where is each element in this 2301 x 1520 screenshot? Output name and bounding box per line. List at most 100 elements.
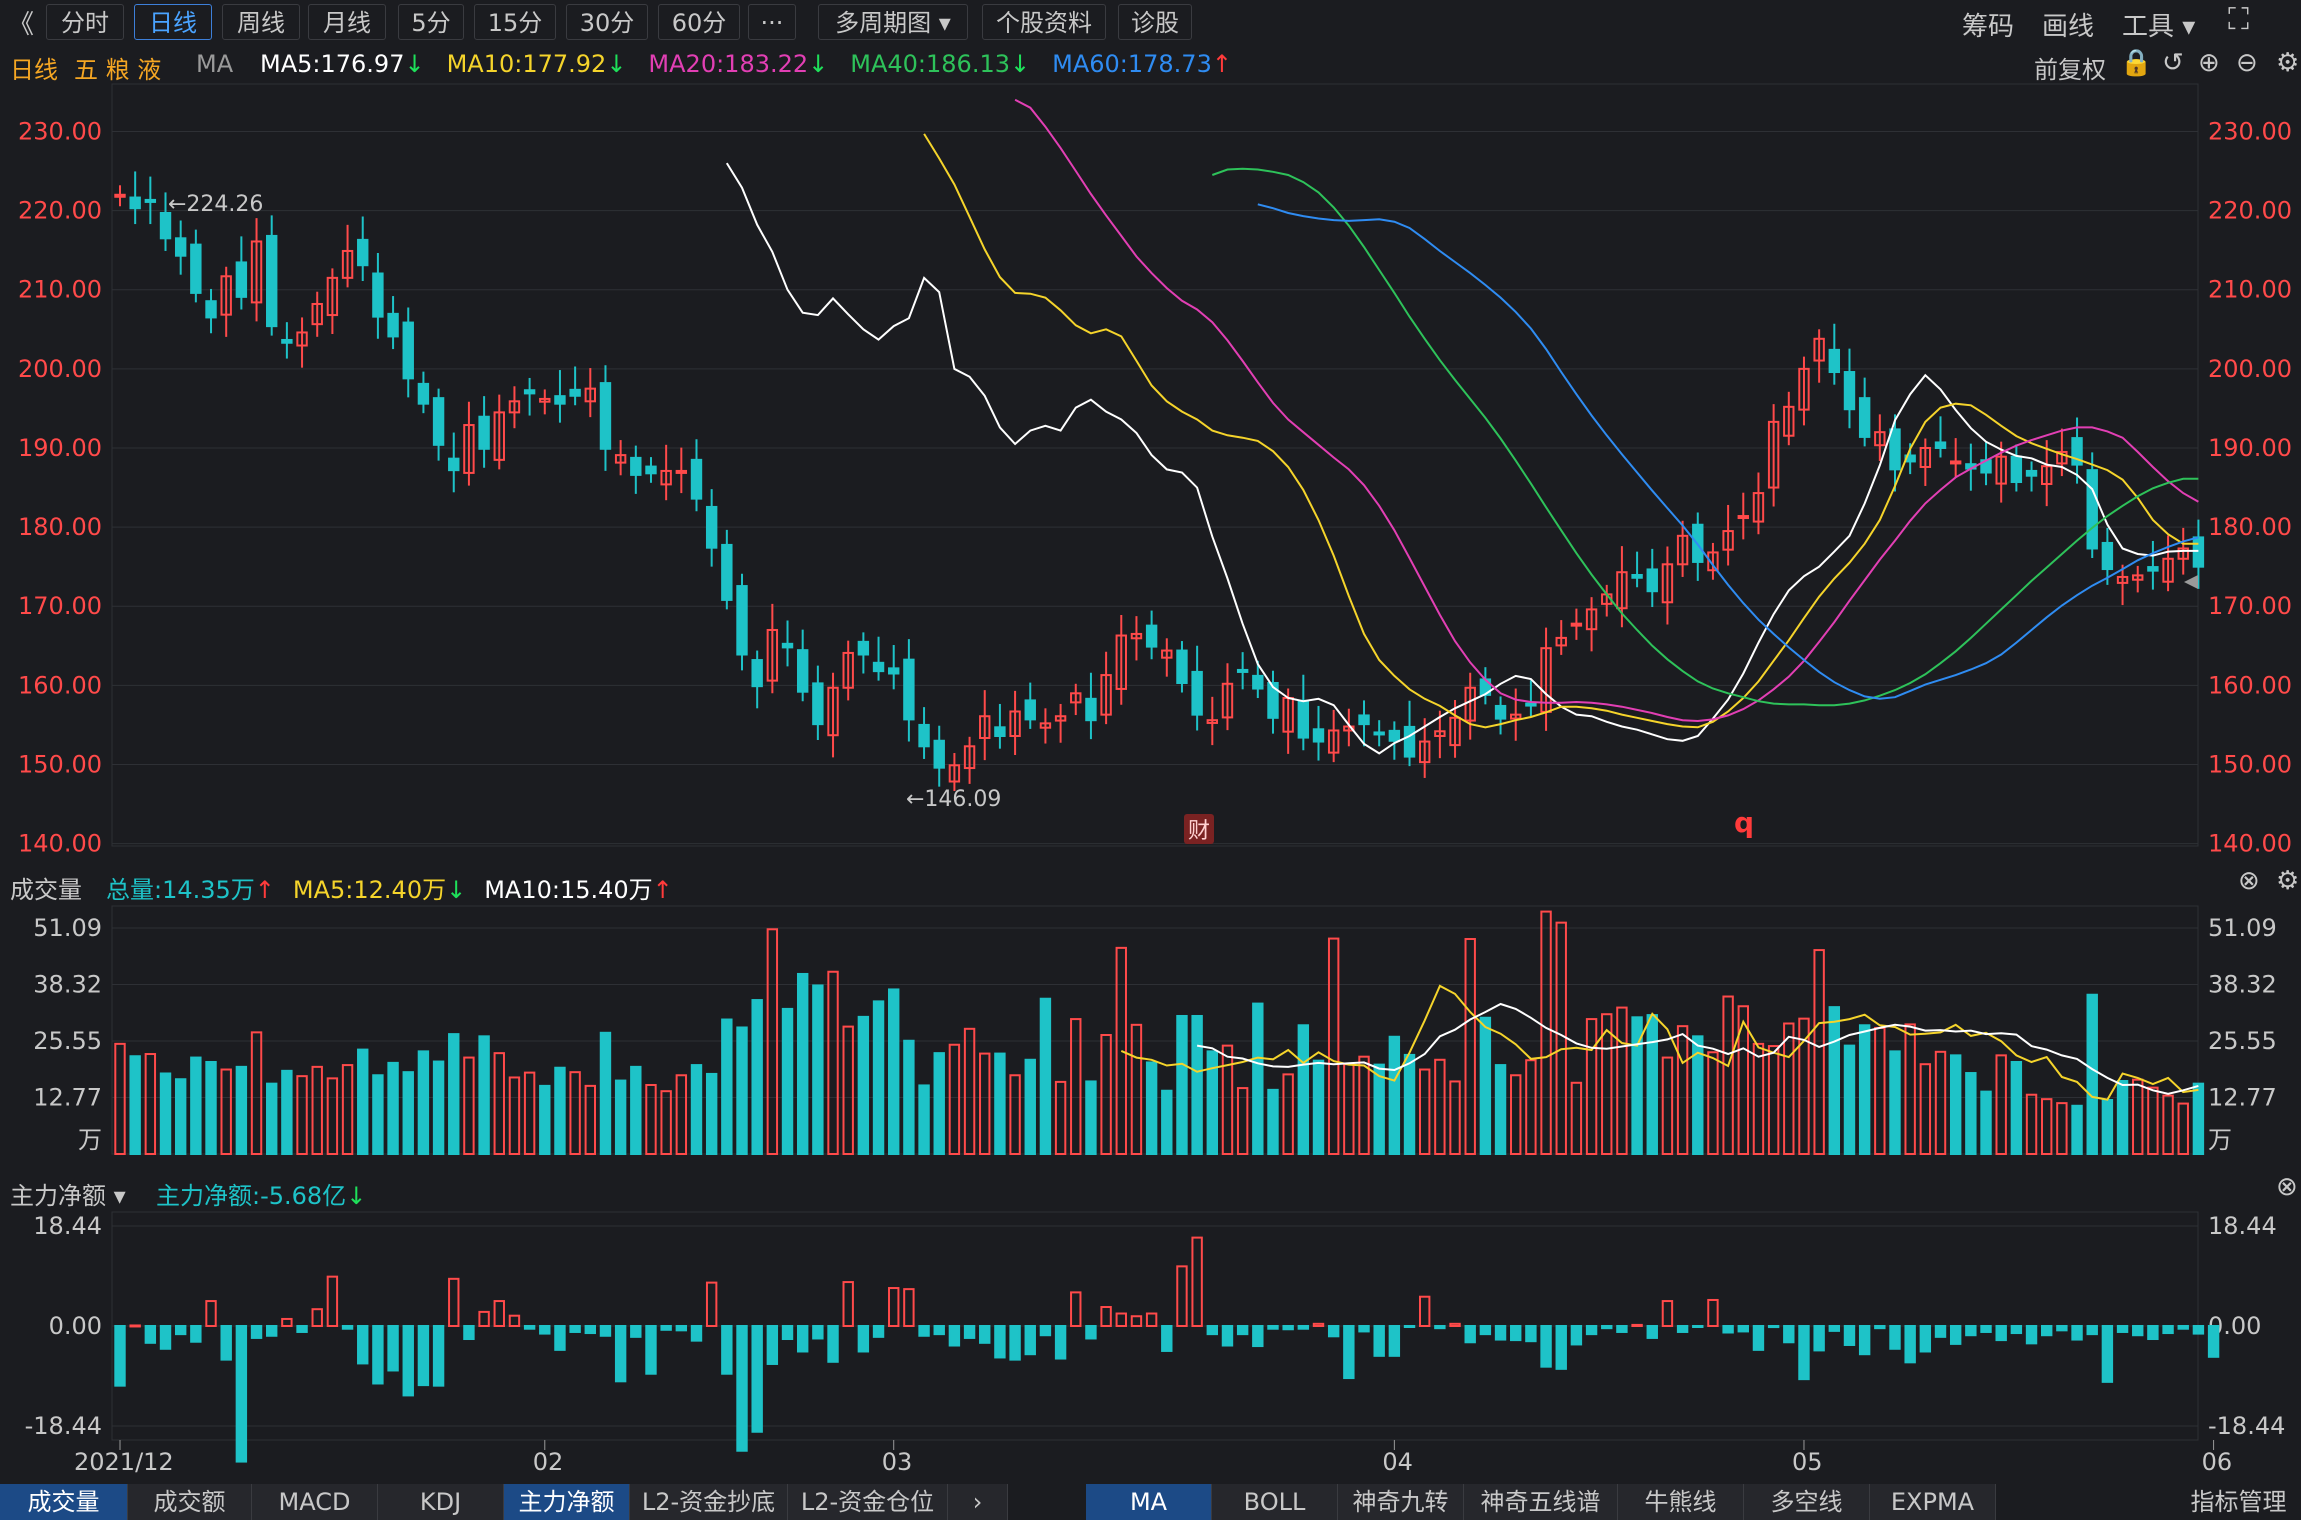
chevron-right-icon[interactable]: › [948,1484,1008,1520]
candle-body [1418,740,1431,764]
period-7-button[interactable]: 60分 [658,4,740,40]
price-tick-label-left: 140.00 [18,830,102,858]
price-cursor-icon [2184,575,2198,589]
candle-body [220,275,232,316]
tab-主力净额[interactable]: 主力净额 [504,1484,630,1520]
volume-bar [235,1065,248,1155]
adjust-mode[interactable]: 前复权 [2034,56,2106,84]
flow-bar [1828,1325,1841,1332]
candle-body [1024,699,1036,721]
price-tick-label-right: 230.00 [2208,117,2292,145]
flow-bar [190,1325,202,1343]
candle-body [1525,702,1537,707]
volume-bar [1737,1005,1749,1155]
kline-chart[interactable]: 230.00 230.00 220.00 220.00 210.00 210.00 200.… [0,44,2301,1484]
candle-body [1858,397,1871,438]
volume-bar [1434,1058,1446,1156]
tab-神奇五线谱[interactable]: 神奇五线谱 [1464,1484,1618,1520]
more-button[interactable]: ··· [748,4,796,40]
close-icon[interactable]: ⊗ [2276,1172,2298,1202]
flow-bar [584,1325,597,1335]
flow-bar [2010,1325,2023,1335]
volume-bar [129,1055,141,1155]
flow-bar [1616,1325,1628,1333]
flow-bar [2101,1325,2114,1383]
period-2-button[interactable]: 周线 [222,4,300,40]
candle-body [2025,469,2038,477]
period-0-button[interactable]: 分时 [46,4,124,40]
stock-info-button[interactable]: 个股资料 [982,4,1106,40]
candle-body [1373,731,1385,736]
candle-body [144,198,157,203]
zoom-in-icon[interactable]: ⊕ [2198,48,2220,78]
indicator-manage[interactable]: 指标管理 [2176,1484,2301,1520]
tab-神奇九转[interactable]: 神奇九转 [1338,1484,1464,1520]
tab-L2-资金抄底[interactable]: L2-资金抄底 [630,1484,788,1520]
flow-bar [1919,1325,1932,1353]
candle-body [1783,405,1795,437]
indicator-name[interactable]: MA [196,50,234,78]
close-icon[interactable]: ⊗ [2238,866,2260,896]
settings-icon[interactable]: ⚙ [2276,866,2300,896]
candle-body [2147,566,2159,572]
candle-body [918,723,930,748]
tab-KDJ[interactable]: KDJ [378,1484,504,1520]
tab-MA[interactable]: MA [1086,1484,1212,1520]
volume-bar [1828,1006,1841,1155]
tab-成交额[interactable]: 成交额 [128,1484,252,1520]
chips-button[interactable]: 筹码 [1962,12,2015,42]
flow-bar [1676,1325,1689,1333]
period-1-button[interactable]: 日线 [134,4,212,40]
flow-bar [281,1317,293,1327]
tab-BOLL[interactable]: BOLL [1212,1484,1338,1520]
volume-bar [888,988,900,1156]
volume-bar [1843,1044,1856,1156]
tab-成交量[interactable]: 成交量 [0,1484,128,1520]
period-4-button[interactable]: 5分 [398,4,464,40]
candle-body [554,395,566,405]
draw-line-button[interactable]: 画线 [2042,12,2095,42]
period-6-button[interactable]: 30分 [566,4,648,40]
undo-icon[interactable]: ↺ [2162,48,2184,78]
flow-bar [1949,1325,1962,1345]
flow-bar [1130,1315,1143,1328]
flow-bar [736,1325,748,1452]
candle-body [174,237,187,257]
candle-body [1813,337,1825,362]
tab-EXPMA[interactable]: EXPMA [1870,1484,1996,1520]
flow-title[interactable]: 主力净额 ▾ [10,1182,126,1210]
diagnose-button[interactable]: 诊股 [1118,4,1192,40]
volume-bar [2177,1102,2189,1155]
volume-bar [1418,1068,1431,1155]
tab-MACD[interactable]: MACD [252,1484,378,1520]
volume-bar [523,1071,536,1155]
lock-icon[interactable]: 🔒 [2120,48,2153,78]
candle-body [1085,697,1097,722]
ma-legend: MA5:176.97↓ MA10:177.92↓ MA20:183.22↓ MA40:… [260,50,1254,78]
flow-bar [1661,1300,1674,1327]
candle-body [766,628,779,682]
back-button[interactable]: 《 [8,10,35,40]
zoom-out-icon[interactable]: ⊖ [2236,48,2258,78]
volume-bar [645,1083,657,1155]
settings-icon[interactable]: ⚙ [2276,48,2300,78]
candle-body [508,400,521,414]
volume-bar [1145,1061,1158,1155]
tab-牛熊线[interactable]: 牛熊线 [1618,1484,1744,1520]
flow-bar [508,1314,521,1327]
flow-bar [1388,1325,1401,1357]
volume-bar [114,1042,126,1155]
tab-多空线[interactable]: 多空线 [1744,1484,1870,1520]
multi-period-dropdown[interactable]: 多周期图 ▾ [818,4,968,40]
volume-tick-label-right: 万 [2208,1126,2232,1154]
flow-bar [1767,1325,1780,1329]
period-3-button[interactable]: 月线 [308,4,386,40]
volume-bar [994,1052,1006,1156]
volume-bar [2086,993,2098,1155]
fullscreen-icon[interactable]: ⛶ [2228,2,2249,37]
period-5-button[interactable]: 15分 [474,4,556,40]
legend-item: 总量:14.35万↑ [106,876,275,904]
tools-button[interactable]: 工具 ▾ [2122,12,2196,42]
tab-L2-资金仓位[interactable]: L2-资金仓位 [788,1484,948,1520]
price-tick-label-left: 220.00 [18,197,102,225]
